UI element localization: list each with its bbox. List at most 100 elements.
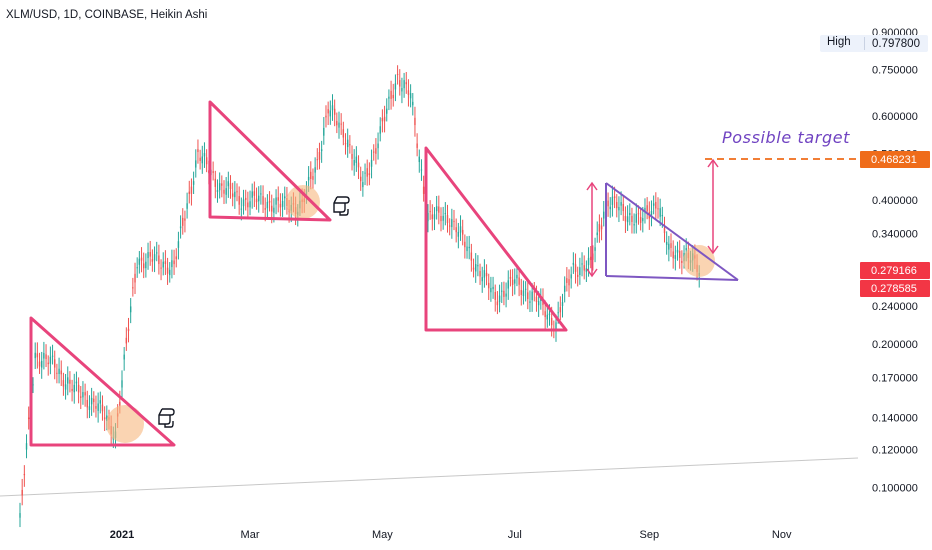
price-label-box bbox=[860, 151, 930, 168]
candle-body bbox=[177, 241, 180, 248]
candle-body bbox=[685, 248, 687, 251]
y-tick-label: 0.750000 bbox=[872, 65, 918, 77]
candle-body bbox=[333, 108, 336, 115]
candle-body bbox=[138, 258, 141, 265]
candle-body bbox=[195, 160, 197, 168]
candle-body bbox=[587, 257, 590, 266]
candle-body bbox=[197, 149, 199, 153]
candle-body bbox=[127, 328, 130, 332]
candle-body bbox=[58, 368, 60, 374]
candle-body bbox=[75, 381, 78, 384]
candle-body bbox=[77, 384, 80, 393]
candle-body bbox=[383, 116, 386, 122]
candle-body bbox=[535, 296, 538, 302]
candle-body bbox=[362, 182, 364, 188]
candle-body bbox=[67, 377, 69, 384]
candle-body bbox=[670, 243, 672, 248]
candle-body bbox=[192, 181, 195, 185]
candle-body bbox=[520, 290, 522, 295]
candle-body bbox=[396, 73, 399, 75]
candle-body bbox=[596, 232, 598, 236]
highlight-circle bbox=[106, 405, 144, 443]
candle-body bbox=[184, 218, 186, 221]
candle-body bbox=[639, 217, 642, 223]
candle-body bbox=[27, 417, 30, 420]
candle-body bbox=[357, 162, 360, 168]
candle-body bbox=[353, 160, 355, 166]
candle-body bbox=[394, 83, 397, 90]
candle-body bbox=[260, 193, 262, 195]
candle-body bbox=[149, 252, 151, 257]
candle-body bbox=[80, 396, 82, 398]
candle-body bbox=[164, 261, 167, 265]
candle-body bbox=[310, 171, 312, 179]
candle-body bbox=[414, 117, 416, 126]
candle-body bbox=[158, 255, 160, 265]
target-arrow-head-top bbox=[707, 158, 719, 168]
triangle-pattern bbox=[424, 146, 568, 332]
candle-body bbox=[253, 191, 256, 196]
candle-body bbox=[626, 216, 629, 223]
candle-body bbox=[592, 253, 594, 260]
candle-body bbox=[262, 196, 264, 205]
candle-body bbox=[594, 247, 596, 251]
candle-body bbox=[101, 404, 104, 412]
candle-body bbox=[34, 352, 36, 359]
candle-body bbox=[537, 301, 540, 306]
candle-body bbox=[203, 153, 206, 157]
candle-body bbox=[71, 388, 73, 391]
candle-body bbox=[479, 271, 481, 277]
candle-body bbox=[650, 211, 653, 216]
candle-body bbox=[433, 214, 436, 220]
candle-body bbox=[446, 215, 449, 223]
candle-body bbox=[143, 263, 145, 269]
candle-body bbox=[629, 212, 631, 216]
candle-body bbox=[511, 279, 514, 285]
candle-body bbox=[45, 354, 47, 359]
candle-body bbox=[600, 225, 603, 230]
candle-body bbox=[129, 306, 132, 313]
candle-body bbox=[323, 127, 325, 136]
candle-body bbox=[179, 226, 182, 229]
candle-body bbox=[418, 156, 420, 163]
candle-body bbox=[466, 246, 468, 252]
candle-body bbox=[470, 252, 473, 261]
candle-body bbox=[275, 197, 277, 205]
pointing-hand-icon bbox=[158, 408, 175, 428]
candle-body bbox=[583, 265, 585, 271]
candle-body bbox=[175, 256, 177, 260]
candle-body bbox=[169, 269, 171, 276]
candle-body bbox=[529, 301, 531, 303]
candle-body bbox=[488, 282, 490, 289]
pattern-height-arrow-head-bottom bbox=[586, 268, 598, 278]
candle-body bbox=[216, 190, 219, 192]
candle-body bbox=[271, 205, 273, 212]
candle-body bbox=[420, 169, 423, 171]
candle-body bbox=[379, 126, 381, 134]
candle-body bbox=[409, 93, 412, 99]
candle-body bbox=[360, 176, 362, 182]
candle-body bbox=[498, 295, 501, 303]
candle-body bbox=[338, 122, 340, 128]
candle-body bbox=[555, 322, 557, 331]
candle-body bbox=[38, 361, 41, 367]
candle-body bbox=[121, 380, 123, 388]
candle-body bbox=[99, 400, 101, 404]
candle-body bbox=[147, 252, 149, 259]
candle-body bbox=[579, 267, 581, 276]
candle-body bbox=[577, 274, 579, 277]
candle-body bbox=[214, 178, 217, 187]
candle-body bbox=[151, 259, 154, 262]
candle-body bbox=[268, 200, 271, 203]
candle-body bbox=[618, 206, 620, 211]
x-tick-label: Sep bbox=[640, 529, 660, 541]
candle-body bbox=[401, 88, 403, 92]
candle-body bbox=[514, 279, 516, 284]
candle-body bbox=[340, 123, 342, 125]
price-label-text: 0.468231 bbox=[871, 154, 917, 166]
high-value: 0.797800 bbox=[872, 38, 920, 50]
symbol-title: XLM/USD, 1D, COINBASE, Heikin Ashi bbox=[6, 9, 208, 21]
candle-body bbox=[69, 379, 71, 384]
